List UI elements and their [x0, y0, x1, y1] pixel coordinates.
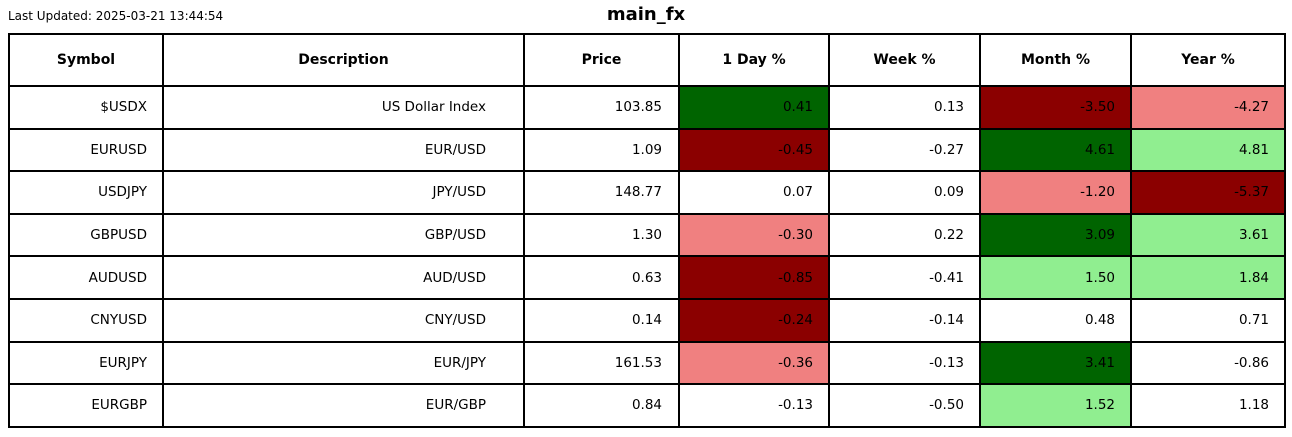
price-cell: 0.84 [523, 383, 680, 428]
description-cell: EUR/JPY [162, 340, 525, 386]
symbol-cell: GBPUSD [8, 212, 164, 258]
description-cell: US Dollar Index [162, 85, 525, 130]
table-row-eurusd: EURUSD EUR/USD 1.09 -0.45 -0.27 4.61 4.81 [8, 127, 1286, 173]
table-row-eurjpy: EURJPY EUR/JPY 161.53 -0.36 -0.13 3.41 -0.86 [8, 340, 1286, 386]
table-row-gbpusd: GBPUSD GBP/USD 1.30 -0.30 0.22 3.09 3.61 [8, 212, 1286, 258]
year-pct-cell: -4.27 [1130, 85, 1286, 130]
column-header-description: Description [162, 33, 525, 87]
table-row-usdx: $USDX US Dollar Index 103.85 0.41 0.13 -3.50-… [8, 85, 1286, 130]
week-pct-cell: 0.22 [828, 212, 981, 258]
table-row-usdjpy: USDJPY JPY/USD 148.77 0.07 0.09 -1.20 -5.37 [8, 170, 1286, 215]
month-pct-cell: 1.50 [979, 255, 1132, 300]
column-header-price: Price [523, 33, 680, 87]
last-updated-timestamp: Last Updated: 2025-03-21 13:44:54 [8, 9, 224, 23]
price-cell: 1.09 [523, 127, 680, 173]
description-cell: EUR/USD [162, 127, 525, 173]
year-pct-cell: 4.81 [1130, 127, 1286, 173]
week-pct-cell: 0.09 [828, 170, 981, 215]
month-pct-cell: -3.50 [979, 85, 1132, 130]
year-pct-cell: 0.71 [1130, 297, 1286, 343]
year-pct-cell: 3.61 [1130, 212, 1286, 258]
day-pct-cell: -0.13 [678, 383, 830, 428]
year-pct-cell: -0.86 [1130, 340, 1286, 386]
fx-table: Symbol Description Price 1 Day % Week % Month… [8, 33, 1286, 428]
year-pct-cell: 1.84 [1130, 255, 1286, 300]
column-header-month: Month % [979, 33, 1132, 87]
month-pct-cell: -1.20 [979, 170, 1132, 215]
price-cell: 1.30 [523, 212, 680, 258]
day-pct-cell: -0.30 [678, 212, 830, 258]
symbol-cell: CNYUSD [8, 297, 164, 343]
week-pct-cell: 0.13 [828, 85, 981, 130]
month-pct-cell: 4.61 [979, 127, 1132, 173]
description-cell: JPY/USD [162, 170, 525, 215]
month-pct-cell: 3.09 [979, 212, 1132, 258]
description-cell: CNY/USD [162, 297, 525, 343]
day-pct-cell: 0.07 [678, 170, 830, 215]
table-row-cnyusd: CNYUSD CNY/USD 0.14 -0.24 -0.14 0.48 0.71 [8, 297, 1286, 343]
symbol-cell: EURUSD [8, 127, 164, 173]
price-cell: 148.77 [523, 170, 680, 215]
month-pct-cell: 1.52 [979, 383, 1132, 428]
week-pct-cell: -0.50 [828, 383, 981, 428]
description-cell: EUR/GBP [162, 383, 525, 428]
price-cell: 0.63 [523, 255, 680, 300]
day-pct-cell: -0.36 [678, 340, 830, 386]
symbol-cell: AUDUSD [8, 255, 164, 300]
year-pct-cell: 1.18 [1130, 383, 1286, 428]
week-pct-cell: -0.14 [828, 297, 981, 343]
symbol-cell: $USDX [8, 85, 164, 130]
price-cell: 103.85 [523, 85, 680, 130]
price-cell: 0.14 [523, 297, 680, 343]
table-header-row: Symbol Description Price 1 Day % Week % Month… [8, 33, 1286, 87]
symbol-cell: EURJPY [8, 340, 164, 386]
day-pct-cell: -0.85 [678, 255, 830, 300]
column-header-1-day: 1 Day % [678, 33, 830, 87]
day-pct-cell: -0.45 [678, 127, 830, 173]
day-pct-cell: 0.41 [678, 85, 830, 130]
month-pct-cell: 0.48 [979, 297, 1132, 343]
description-cell: AUD/USD [162, 255, 525, 300]
symbol-cell: USDJPY [8, 170, 164, 215]
column-header-symbol: Symbol [8, 33, 164, 87]
week-pct-cell: -0.27 [828, 127, 981, 173]
column-header-week: Week % [828, 33, 981, 87]
column-header-year: Year % [1130, 33, 1286, 87]
year-pct-cell: -5.37 [1130, 170, 1286, 215]
description-cell: GBP/USD [162, 212, 525, 258]
week-pct-cell: -0.41 [828, 255, 981, 300]
page-title: main_fx [606, 4, 686, 25]
month-pct-cell: 3.41 [979, 340, 1132, 386]
day-pct-cell: -0.24 [678, 297, 830, 343]
table-row-audusd: AUDUSD AUD/USD 0.63 -0.85 -0.41 1.50 1.84 [8, 255, 1286, 300]
week-pct-cell: -0.13 [828, 340, 981, 386]
symbol-cell: EURGBP [8, 383, 164, 428]
table-row-eurgbp: EURGBP EUR/GBP 0.84 -0.13 -0.50 1.52 1.18 [8, 383, 1286, 428]
price-cell: 161.53 [523, 340, 680, 386]
